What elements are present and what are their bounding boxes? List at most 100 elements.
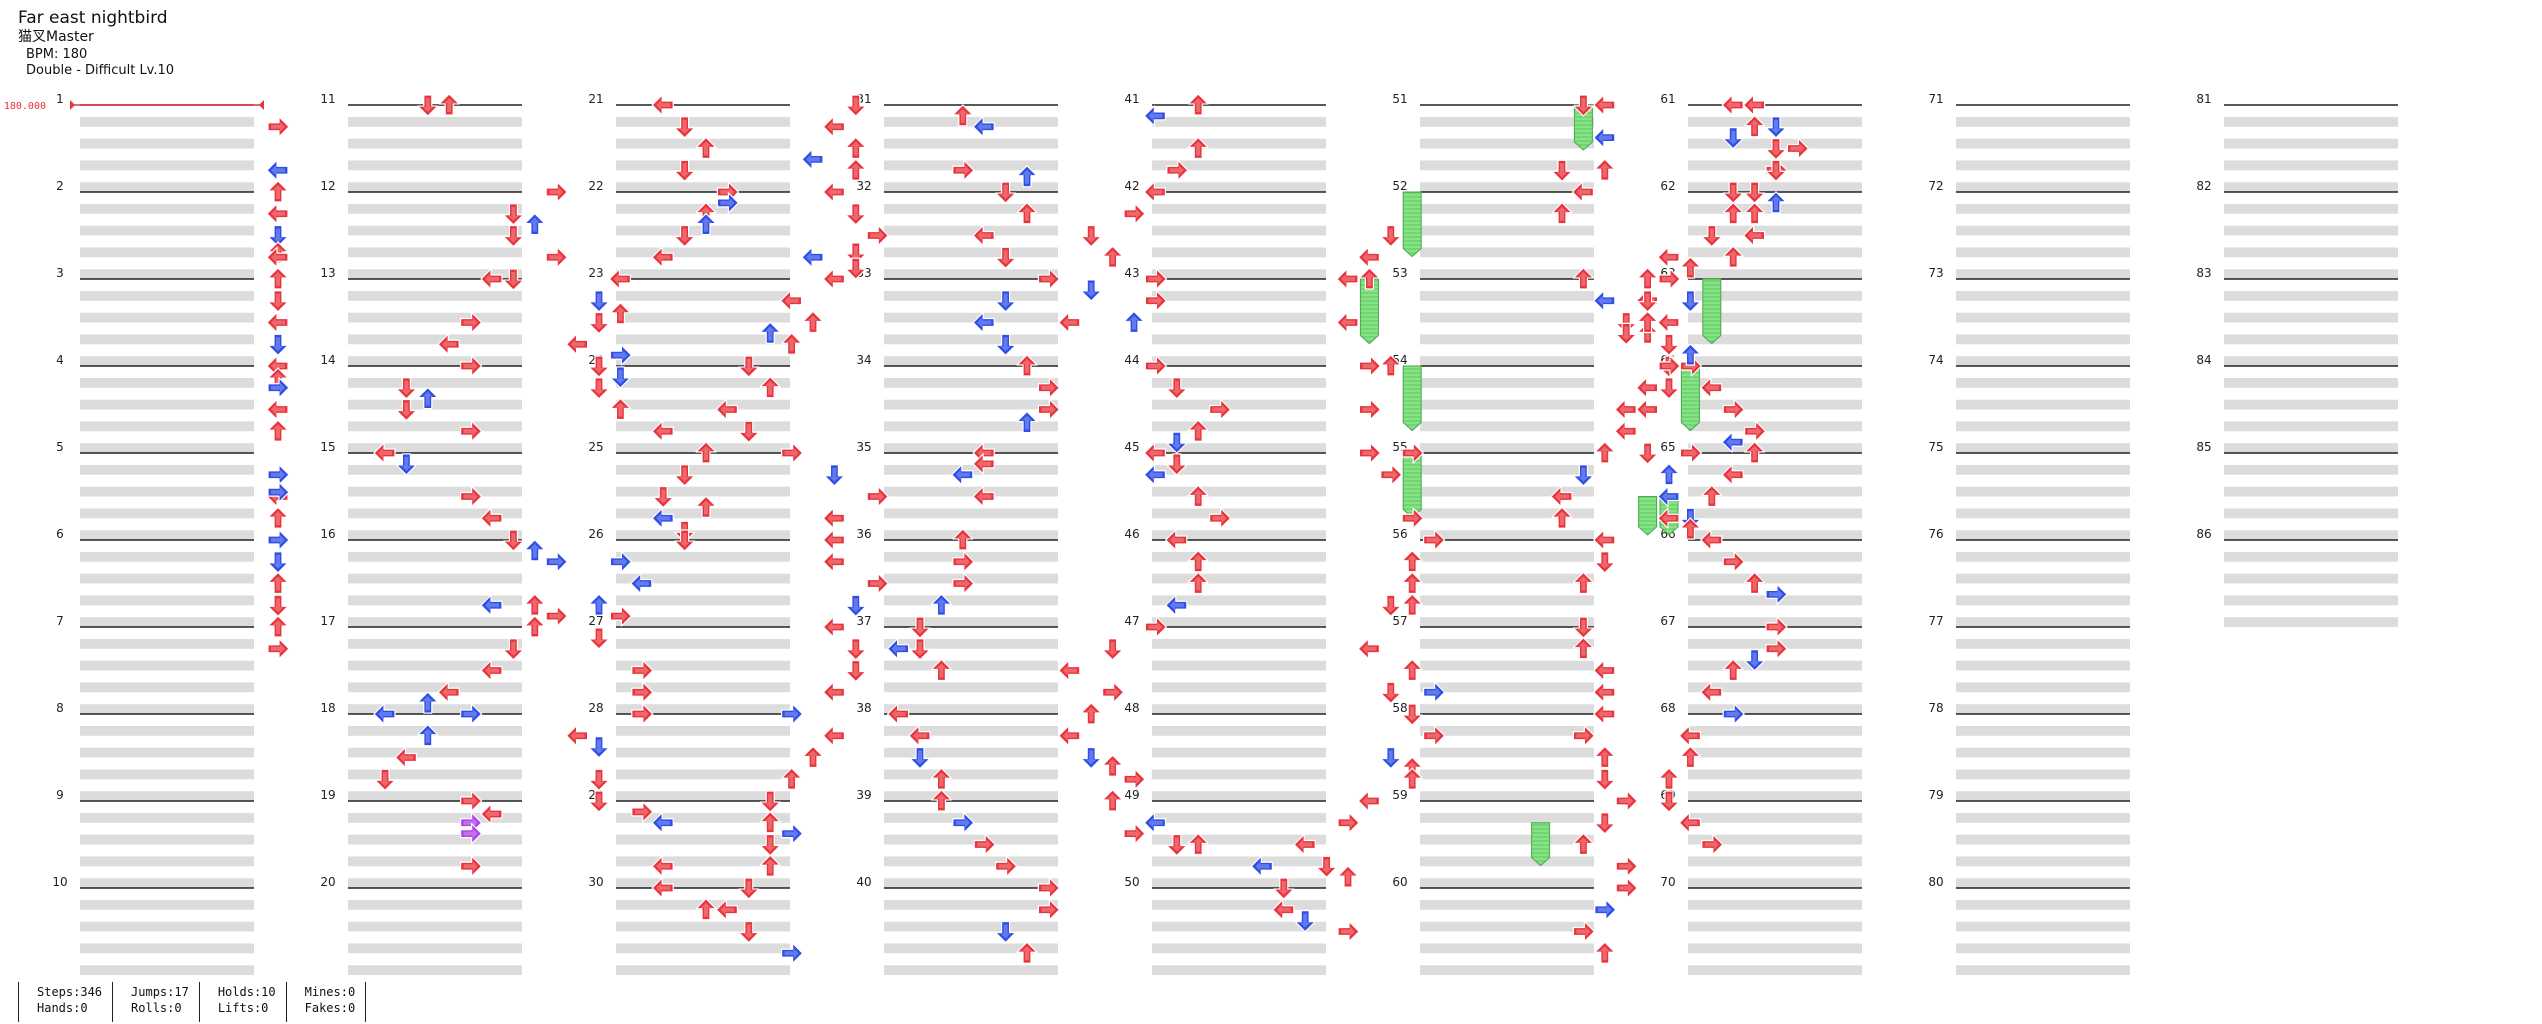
step-note [1165, 594, 1188, 616]
beat-stripe [1420, 943, 1594, 954]
measure-number: 57 [1392, 614, 1407, 628]
step-note [266, 246, 289, 268]
measure-number: 42 [1124, 179, 1139, 193]
arrow-shape [565, 333, 589, 355]
arrow-shape [1401, 571, 1423, 595]
step-note [1658, 355, 1681, 377]
step-note [1187, 550, 1209, 573]
arrow-highlight [1597, 665, 1612, 676]
arrow-shape [715, 899, 739, 921]
step-chart: 1234567891011121314151617181920212223242… [4, 92, 2398, 975]
beat-stripe [348, 508, 522, 519]
step-note [930, 593, 953, 616]
measure-number: 32 [856, 179, 871, 193]
arrow-shape [780, 767, 803, 790]
arrow-highlight [1041, 883, 1056, 893]
measure-number: 67 [1660, 614, 1675, 628]
beat-stripe [348, 247, 522, 258]
arrow-highlight [1597, 132, 1612, 143]
beat-stripe [80, 617, 254, 627]
arrow-highlight [1148, 817, 1163, 828]
step-note [267, 594, 289, 617]
arrow-shape [738, 420, 760, 443]
beat-stripe [1956, 421, 2130, 432]
step-note [609, 344, 633, 366]
hold-note [1402, 365, 1422, 432]
beat-stripe [884, 617, 1058, 627]
arrow-shape [1016, 202, 1038, 225]
measure-number: 56 [1392, 527, 1407, 541]
arrow-highlight [273, 272, 283, 286]
beat-stripe [1420, 116, 1594, 127]
step-note [845, 659, 867, 683]
beat-stripe [2224, 356, 2398, 366]
beat-stripe [884, 551, 1058, 562]
arrow-highlight [701, 141, 711, 156]
measure-number: 34 [856, 353, 871, 367]
step-note [1743, 571, 1766, 595]
arrow-shape [1166, 377, 1188, 400]
measure-number: 84 [2196, 353, 2211, 367]
arrow-shape [651, 246, 674, 268]
arrow-highlight [1383, 469, 1398, 480]
arrow-shape [1679, 745, 1702, 769]
arrow-shape [524, 593, 546, 616]
beat-stripe [1420, 399, 1594, 410]
arrow-shape [952, 159, 975, 181]
beat-stripe [616, 269, 790, 279]
arrow-highlight [1790, 143, 1805, 154]
beat-stripe [884, 747, 1058, 758]
arrow-highlight [273, 598, 283, 613]
arrow-shape [1572, 637, 1595, 660]
arrow-highlight [1127, 208, 1141, 219]
measure-number: 50 [1124, 875, 1139, 889]
beat-stripe [1688, 965, 1862, 975]
arrow-shape [460, 823, 483, 845]
arrow-shape [1551, 202, 1573, 225]
step-note [1401, 442, 1424, 464]
step-note [759, 833, 781, 857]
arrow-highlight [656, 426, 671, 437]
arrow-highlight [1298, 839, 1313, 850]
step-note [1742, 94, 1766, 116]
arrow-shape [1401, 703, 1423, 726]
beat-stripe [80, 269, 254, 279]
beat-stripe [616, 334, 790, 345]
arrow-highlight [1597, 295, 1612, 306]
measure-number: 81 [2196, 92, 2211, 106]
arrow-highlight [1747, 426, 1762, 437]
arrow-highlight [977, 121, 992, 132]
arrow-shape [845, 94, 867, 117]
beat-stripe [2224, 160, 2398, 171]
step-note [801, 246, 824, 268]
arrow-shape [1765, 583, 1788, 605]
step-note [395, 398, 417, 422]
beat-stripe [348, 290, 522, 301]
arrow-highlight [529, 620, 540, 634]
step-note [994, 920, 1017, 944]
stat-group: Steps:346 Hands:0 [18, 982, 112, 1022]
stat-value: Jumps:17 [131, 985, 189, 999]
measure-33: 33 [856, 266, 1058, 366]
step-note [1058, 659, 1081, 682]
arrow-shape [267, 241, 289, 264]
arrow-highlight [1148, 469, 1163, 480]
step-note [1572, 464, 1595, 487]
arrow-highlight [1728, 206, 1739, 221]
measure-number: 45 [1124, 440, 1139, 454]
arrow-shape [460, 485, 483, 508]
beat-stripe [1956, 138, 2130, 149]
step-note [1658, 333, 1680, 356]
arrow-highlight [1749, 206, 1760, 221]
step-note [1358, 442, 1382, 464]
measure-number: 77 [1928, 614, 1943, 628]
beat-stripe [348, 921, 522, 932]
arrow-highlight [1642, 446, 1653, 460]
arrow-highlight [1107, 759, 1118, 774]
step-note [972, 116, 995, 138]
arrow-shape [673, 529, 696, 552]
measure-30: 30 [588, 875, 790, 975]
step-note [502, 268, 525, 291]
arrow-shape [1594, 941, 1616, 964]
beat-stripe [884, 464, 1058, 475]
